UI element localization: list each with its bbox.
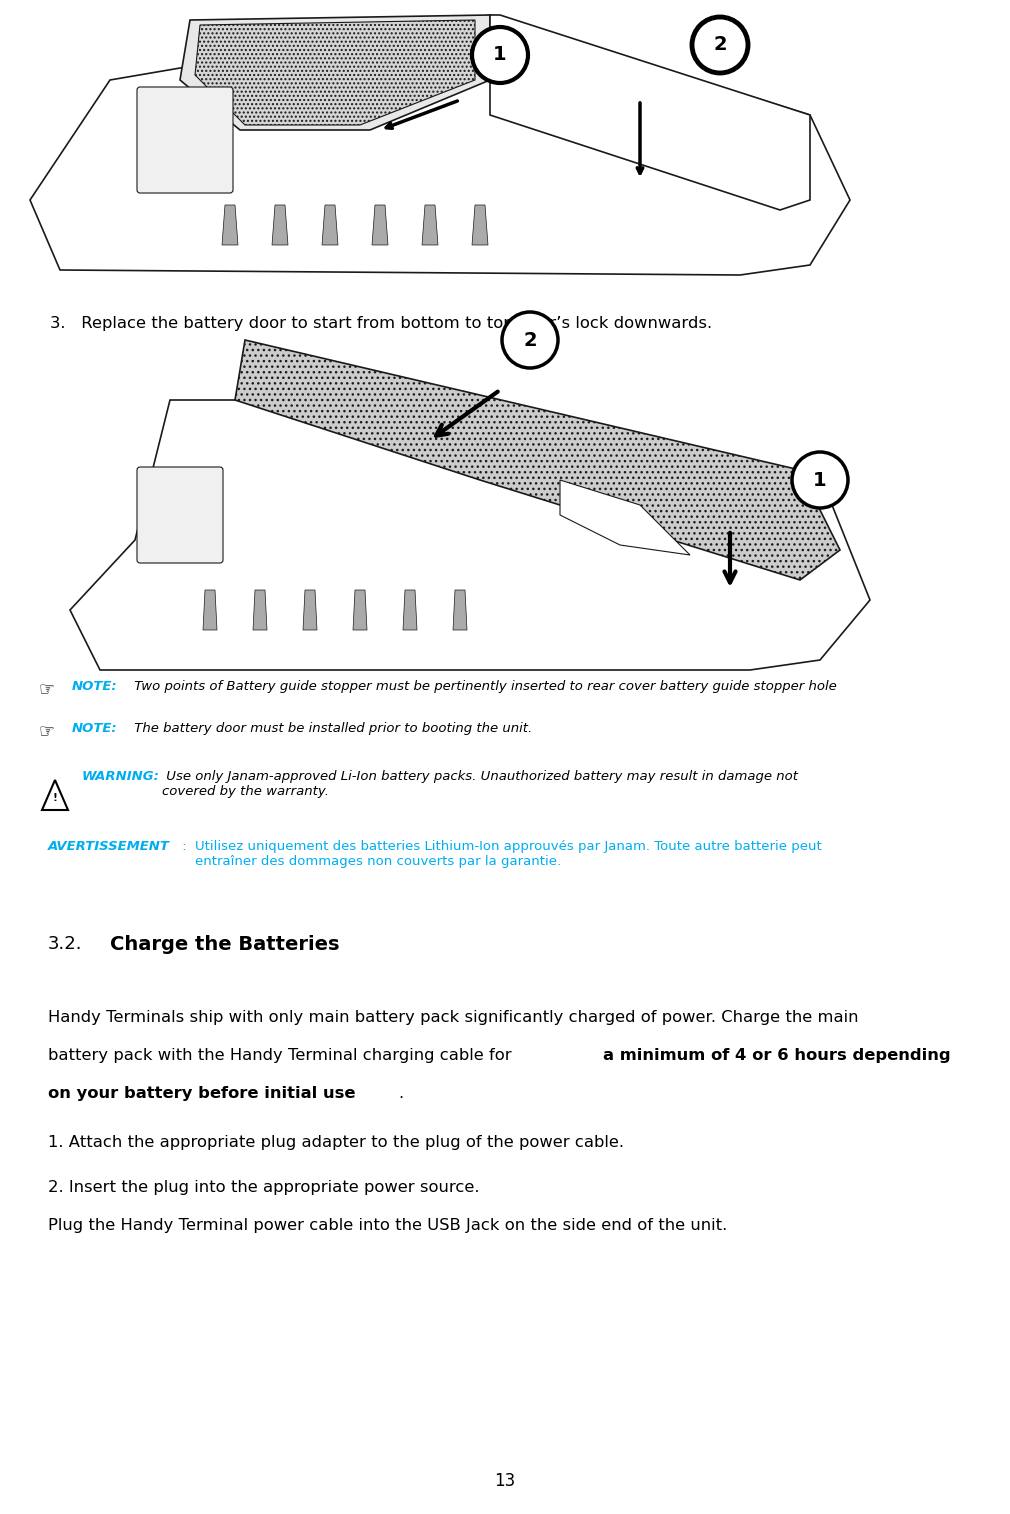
Polygon shape [372, 204, 388, 245]
FancyBboxPatch shape [137, 466, 223, 563]
Text: 2: 2 [523, 330, 536, 350]
Polygon shape [222, 204, 238, 245]
Polygon shape [180, 15, 490, 130]
Polygon shape [203, 590, 217, 630]
Circle shape [472, 27, 528, 83]
Circle shape [792, 453, 848, 509]
Text: on your battery before initial use: on your battery before initial use [48, 1086, 356, 1101]
Text: 1: 1 [493, 45, 507, 65]
Circle shape [502, 312, 558, 368]
Polygon shape [272, 204, 288, 245]
Text: ☞: ☞ [38, 680, 55, 698]
Text: 3.2.: 3.2. [48, 936, 83, 952]
Text: AVERTISSEMENT: AVERTISSEMENT [48, 840, 170, 852]
Text: Utilisez uniquement des batteries Lithium-Ion approuvés par Janam. Toute autre b: Utilisez uniquement des batteries Lithiu… [195, 840, 822, 868]
Text: 2: 2 [713, 35, 727, 55]
Polygon shape [560, 480, 690, 556]
FancyBboxPatch shape [137, 86, 233, 192]
Text: 13: 13 [494, 1472, 516, 1490]
Text: .: . [398, 1086, 403, 1101]
Polygon shape [30, 15, 850, 276]
Text: NOTE:: NOTE: [72, 680, 117, 693]
Polygon shape [490, 15, 810, 210]
Text: !: ! [53, 793, 58, 802]
Polygon shape [322, 204, 338, 245]
Polygon shape [70, 400, 870, 671]
Polygon shape [453, 590, 467, 630]
Polygon shape [252, 590, 267, 630]
Text: a minimum of 4 or 6 hours depending: a minimum of 4 or 6 hours depending [603, 1048, 950, 1063]
Text: NOTE:: NOTE: [72, 722, 117, 734]
Polygon shape [235, 341, 840, 580]
Text: ☞: ☞ [38, 722, 55, 740]
Text: Charge the Batteries: Charge the Batteries [110, 936, 339, 954]
Polygon shape [422, 204, 438, 245]
Text: Handy Terminals ship with only main battery pack significantly charged of power.: Handy Terminals ship with only main batt… [48, 1010, 858, 1025]
Text: 1: 1 [813, 471, 827, 489]
Text: 1. Attach the appropriate plug adapter to the plug of the power cable.: 1. Attach the appropriate plug adapter t… [48, 1136, 624, 1151]
Polygon shape [472, 204, 488, 245]
Text: Two points of Battery guide stopper must be pertinently inserted to rear cover b: Two points of Battery guide stopper must… [130, 680, 836, 693]
Text: :: : [178, 840, 191, 852]
Polygon shape [303, 590, 317, 630]
Text: Plug the Handy Terminal power cable into the USB Jack on the side end of the uni: Plug the Handy Terminal power cable into… [48, 1217, 727, 1232]
Text: Use only Janam-approved Li-Ion battery packs. Unauthorized battery may result in: Use only Janam-approved Li-Ion battery p… [162, 771, 798, 798]
Text: battery pack with the Handy Terminal charging cable for: battery pack with the Handy Terminal cha… [48, 1048, 517, 1063]
Text: 3.   Replace the battery door to start from bottom to top door’s lock downwards.: 3. Replace the battery door to start fro… [50, 316, 712, 332]
Polygon shape [354, 590, 367, 630]
Circle shape [692, 17, 748, 73]
Polygon shape [403, 590, 417, 630]
Polygon shape [42, 780, 68, 810]
Polygon shape [195, 20, 475, 126]
Text: 2. Insert the plug into the appropriate power source.: 2. Insert the plug into the appropriate … [48, 1179, 480, 1195]
Text: The battery door must be installed prior to booting the unit.: The battery door must be installed prior… [130, 722, 532, 734]
Text: WARNING:: WARNING: [82, 771, 160, 783]
